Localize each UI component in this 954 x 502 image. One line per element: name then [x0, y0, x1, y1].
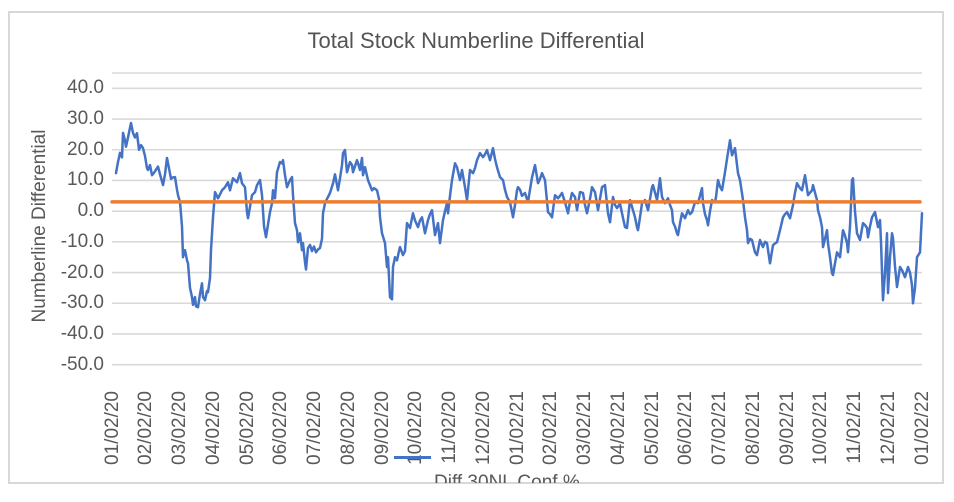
y-tick-label: 40.0 [67, 77, 104, 99]
y-tick-label: 0.0 [77, 200, 104, 222]
chart-title: Total Stock Numberline Differential [307, 28, 645, 53]
x-tick-label: 08/02/21 [742, 391, 764, 465]
x-tick-label: 10/02/20 [405, 391, 427, 465]
legend-line-sample [394, 456, 431, 459]
chart-frame-border [8, 11, 944, 484]
x-tick-label: 02/02/21 [540, 391, 562, 465]
x-tick-label: 02/02/20 [135, 391, 157, 465]
y-tick-label: 10.0 [67, 169, 104, 191]
x-tick-label: 01/02/20 [101, 391, 123, 465]
x-tick-label: 06/02/20 [270, 391, 292, 465]
diff-series-line [114, 121, 924, 309]
x-tick-label: 11/02/20 [439, 391, 460, 464]
x-tick-label: 08/02/20 [337, 391, 359, 465]
x-tick-label: 07/02/21 [709, 391, 730, 465]
x-tick-label: 01/02/22 [911, 391, 933, 465]
y-tick-label: -30.0 [60, 292, 104, 314]
x-tick-label: 03/02/20 [169, 391, 190, 465]
x-tick-label: 07/02/20 [304, 391, 325, 465]
x-tick-label: 12/02/21 [877, 391, 899, 465]
y-tick-label: -50.0 [60, 353, 104, 375]
legend-label: Diff 30NL Conf % [434, 472, 580, 483]
y-tick-label: 20.0 [67, 138, 104, 160]
x-tick-label: 09/02/21 [776, 391, 798, 465]
x-tick-label: 06/02/21 [675, 391, 697, 465]
y-tick-label: -20.0 [60, 261, 104, 283]
x-tick-label: 05/02/21 [641, 391, 663, 465]
y-tick-label: 30.0 [67, 108, 104, 130]
x-tick-label: 09/02/20 [371, 391, 393, 465]
x-tick-label: 11/02/21 [844, 391, 865, 464]
x-tick-label: 01/02/21 [506, 391, 528, 465]
x-tick-label: 10/02/21 [810, 391, 832, 465]
x-tick-label: 05/02/20 [236, 391, 258, 465]
x-tick-label: 04/02/20 [202, 391, 224, 465]
y-tick-label: -10.0 [60, 230, 104, 252]
x-tick-label: 04/02/21 [607, 391, 629, 465]
x-tick-label: 12/02/20 [472, 391, 494, 465]
x-tick-label: 03/02/21 [574, 391, 595, 465]
y-tick-label: -40.0 [60, 322, 104, 344]
